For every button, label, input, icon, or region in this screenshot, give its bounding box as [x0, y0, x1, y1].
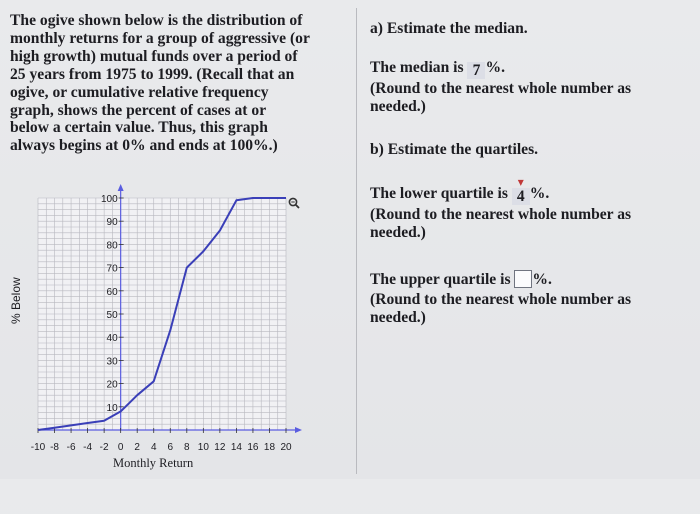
x-tick-label: -10	[31, 442, 46, 453]
lower-round-note: (Round to the nearest whole number as ne…	[370, 206, 631, 241]
x-tick-label: 8	[184, 442, 190, 453]
x-tick-label: 20	[280, 442, 292, 453]
x-tick-label: -8	[50, 442, 59, 453]
answer-panel: a) Estimate the median. The median is 7%…	[370, 0, 695, 479]
x-axis-arrow	[295, 427, 302, 433]
problem-line: high growth) mutual funds over a period …	[10, 47, 298, 65]
y-tick-label: 90	[107, 217, 119, 228]
round-note-line: (Round to the nearest whole number as	[370, 291, 632, 308]
problem-line: always begins at 0% and ends at 100%.)	[10, 137, 278, 155]
round-note-line: (Round to the nearest whole number as	[370, 206, 632, 223]
chart-ticks: 10 20 30 40 50 60 70 80 90 100 -10 -8 -6 -4 -2 0 2 4 6 8 10 1…	[31, 194, 292, 453]
lower-quartile-field[interactable]: 4	[511, 188, 530, 205]
lower-quartile-suffix: %.	[529, 185, 550, 202]
upper-quartile-input[interactable]	[514, 270, 533, 288]
upper-quartile-prefix: The upper quartile is	[370, 271, 511, 288]
x-tick-label: 4	[151, 442, 157, 453]
median-suffix: %.	[485, 59, 505, 76]
chart-grid	[37, 197, 287, 431]
panel-divider	[356, 8, 357, 474]
chart-axes	[38, 184, 302, 433]
y-tick-label: 10	[107, 403, 119, 414]
upper-quartile-suffix: %.	[532, 271, 552, 288]
y-axis-arrow	[117, 184, 124, 191]
x-axis-label: Monthly Return	[113, 456, 194, 470]
x-tick-label: 12	[214, 442, 226, 453]
ogive-chart: 10 20 30 40 50 60 70 80 90 100 -10 -8 -6 -4 -2 0 2 4 6 8 10 1…	[9, 184, 302, 470]
problem-line: below a certain value. Thus, this graph	[10, 119, 268, 137]
median-answer-row: The median is 7%.	[370, 59, 505, 79]
x-tick-label: 10	[198, 442, 210, 453]
lower-quartile-prefix: The lower quartile is	[370, 185, 508, 202]
problem-statement: The ogive shown below is the distributio…	[10, 12, 355, 155]
question-b-title: b) Estimate the quartiles.	[370, 141, 539, 158]
x-tick-label: -4	[83, 442, 92, 453]
round-note-line: (Round to the nearest whole number as	[370, 80, 632, 97]
x-tick-label: 16	[247, 442, 259, 453]
x-tick-label: -2	[100, 442, 109, 453]
x-tick-label: -6	[67, 442, 76, 453]
y-tick-label: 80	[107, 240, 119, 251]
y-tick-label: 30	[107, 356, 119, 367]
median-round-note: (Round to the nearest whole number as ne…	[370, 80, 631, 115]
median-prefix: The median is	[370, 59, 464, 76]
y-tick-label: 100	[101, 194, 118, 205]
x-tick-label: 14	[231, 442, 243, 453]
y-tick-label: 40	[107, 333, 119, 344]
y-tick-label: 50	[107, 310, 119, 321]
lower-quartile-row: The lower quartile is ▾ 4%.	[370, 175, 550, 205]
y-tick-label: 20	[107, 380, 119, 391]
round-note-line: needed.)	[370, 97, 426, 115]
y-tick-label: 70	[107, 264, 119, 275]
round-note-line: needed.)	[370, 223, 426, 241]
x-tick-label: 6	[167, 442, 173, 453]
problem-line: 25 years from 1975 to 1999. (Recall that…	[10, 65, 295, 83]
upper-quartile-row: The upper quartile is %.	[370, 270, 552, 289]
problem-panel: The ogive shown below is the distributio…	[8, 12, 353, 474]
median-answer-field[interactable]: 7	[467, 62, 486, 79]
problem-line: graph, shows the percent of cases at or	[10, 101, 267, 119]
x-tick-label: 18	[264, 442, 276, 453]
round-note-line: needed.)	[370, 308, 426, 326]
cursor-mark-icon: ▾	[517, 175, 524, 189]
question-a-title: a) Estimate the median.	[370, 20, 528, 37]
magnify-icon[interactable]	[288, 197, 300, 209]
y-tick-label: 60	[107, 287, 119, 298]
problem-line: ogive, or cumulative relative frequency	[10, 83, 269, 101]
x-tick-label: 2	[134, 442, 140, 453]
upper-round-note: (Round to the nearest whole number as ne…	[370, 291, 631, 326]
problem-line: The ogive shown below is the distributio…	[10, 12, 303, 29]
x-tick-label: 0	[118, 442, 124, 453]
ogive-line	[37, 197, 286, 431]
ogive-curve	[37, 197, 286, 431]
y-axis-label: % Below	[9, 277, 23, 324]
problem-line: monthly returns for a group of aggressiv…	[10, 29, 310, 47]
